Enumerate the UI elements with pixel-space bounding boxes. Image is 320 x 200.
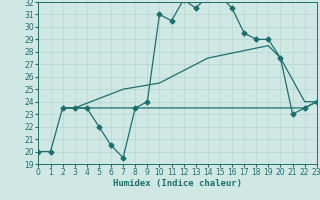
X-axis label: Humidex (Indice chaleur): Humidex (Indice chaleur) (113, 179, 242, 188)
